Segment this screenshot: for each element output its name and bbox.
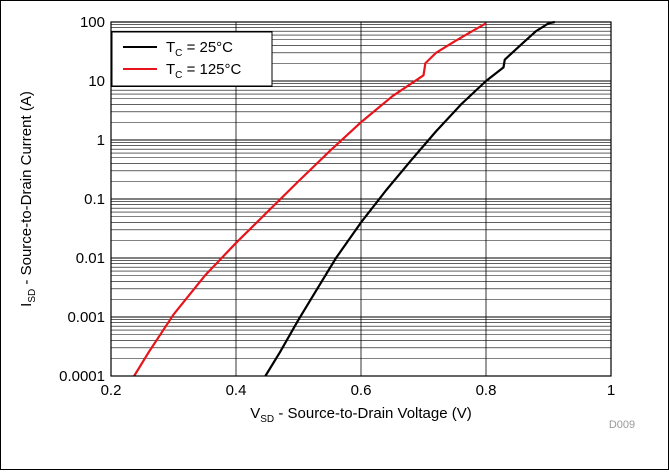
y-tick-label: 0.0001 — [59, 368, 105, 385]
x-axis-label: VSD - Source-to-Drain Voltage (V) — [250, 405, 472, 425]
y-tick-label: 1 — [97, 132, 105, 149]
x-tick-label: 0.6 — [351, 382, 372, 399]
legend: TC = 25°C TC = 125°C — [111, 31, 273, 87]
x-tick-label: 1 — [607, 382, 615, 399]
tick-labels: 0.2 0.4 0.6 0.8 1 0.0001 0.001 0.01 0.1 1 10 100 — [59, 14, 615, 399]
y-axis-label: ISD - Source-to-Drain Current (A) — [18, 91, 38, 307]
series-line-25c — [264, 20, 555, 377]
y-tick-label: 0.01 — [76, 250, 105, 267]
figure-id-annotation: D009 — [609, 419, 635, 431]
x-tick-label: 0.8 — [476, 382, 497, 399]
y-tick-label: 0.1 — [84, 191, 105, 208]
plot-frame — [110, 21, 612, 377]
series-lines — [133, 20, 555, 377]
x-tick-label: 0.2 — [101, 382, 122, 399]
y-tick-label: 0.001 — [67, 309, 105, 326]
legend-label-25c: TC = 25°C — [166, 39, 233, 59]
legend-label-125c: TC = 125°C — [166, 61, 242, 81]
legend-box — [111, 31, 273, 87]
y-tick-label: 10 — [88, 73, 105, 90]
y-tick-label: 100 — [80, 14, 105, 31]
x-tick-label: 0.4 — [226, 382, 247, 399]
series-line-125c — [133, 22, 487, 377]
